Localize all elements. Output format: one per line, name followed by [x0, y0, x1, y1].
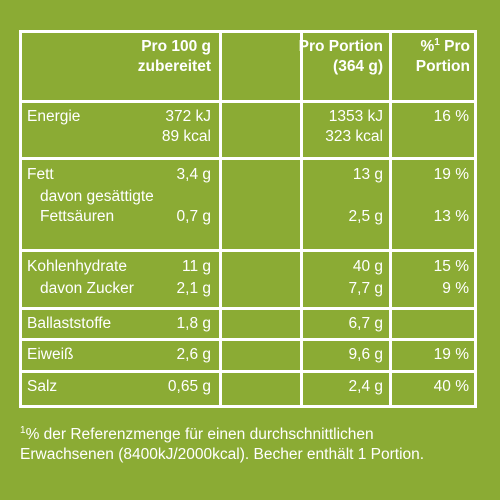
ballaststoffe-per-100g: 1,8 g [176, 315, 211, 332]
energie-per-portion: 1353 kJ 323 kcal [325, 108, 383, 145]
header-per-portion: Pro Portion (364 g) [298, 38, 383, 75]
zucker-per-100g: 2,1 g [176, 280, 211, 297]
row-divider [22, 338, 474, 341]
column-divider [300, 33, 303, 405]
row-label-ballaststoffe: Ballaststoffe [27, 315, 112, 332]
footnote-marker: 1 [20, 424, 26, 436]
eiweiss-percent: 19 % [433, 346, 469, 363]
fett-per-portion: 13 g [352, 166, 383, 183]
row-label-fett: Fett [27, 166, 54, 183]
gesaettigt-per-100g: 0,7 g [176, 208, 211, 225]
row-divider [22, 157, 474, 160]
column-divider [219, 33, 222, 405]
row-divider [22, 249, 474, 252]
zucker-per-portion: 7,7 g [348, 280, 383, 297]
row-label-kohlenhydrate: Kohlenhydrate [27, 258, 127, 275]
row-label-eiweiss: Eiweiß [27, 346, 74, 363]
gesaettigt-percent: 13 % [433, 208, 469, 225]
row-label-energie: Energie [27, 108, 81, 125]
row-label-zucker: davon Zucker [40, 280, 134, 297]
fett-per-100g: 3,4 g [176, 166, 211, 183]
kohlenhydrate-percent: 15 % [433, 258, 469, 275]
footnote-line2: Erwachsenen (8400kJ/2000kcal). Becher en… [20, 446, 425, 463]
row-divider [22, 100, 474, 103]
row-divider [22, 307, 474, 310]
eiweiss-per-portion: 9,6 g [348, 346, 383, 363]
kohlenhydrate-per-100g: 11 g [181, 258, 211, 275]
header-percent-portion: %1 Pro Portion [415, 36, 470, 75]
ballaststoffe-per-portion: 6,7 g [348, 315, 383, 332]
gesaettigt-per-portion: 2,5 g [348, 208, 383, 225]
footnote-line1: % der Referenzmenge für einen durchschni… [25, 426, 374, 443]
salz-per-100g: 0,65 g [167, 378, 211, 395]
kohlenhydrate-per-portion: 40 g [352, 258, 383, 275]
zucker-percent: 9 % [442, 280, 469, 297]
eiweiss-per-100g: 2,6 g [176, 346, 211, 363]
fett-percent: 19 % [433, 166, 469, 183]
energie-per-100g: 372 kJ 89 kcal [161, 108, 211, 145]
column-divider [389, 33, 392, 405]
salz-per-portion: 2,4 g [348, 378, 383, 395]
energie-percent: 16 % [433, 108, 469, 125]
nutrition-table: Pro 100 g zubereitet Pro Portion (364 g)… [19, 30, 477, 408]
footnote: 1% der Referenzmenge für einen durchschn… [20, 425, 424, 465]
salz-percent: 40 % [433, 378, 469, 395]
row-label-salz: Salz [27, 378, 58, 395]
row-divider [22, 370, 474, 373]
row-label-gesaettigte: davon gesättigte Fettsäuren [40, 188, 154, 225]
header-per-100g: Pro 100 g zubereitet [137, 38, 211, 75]
